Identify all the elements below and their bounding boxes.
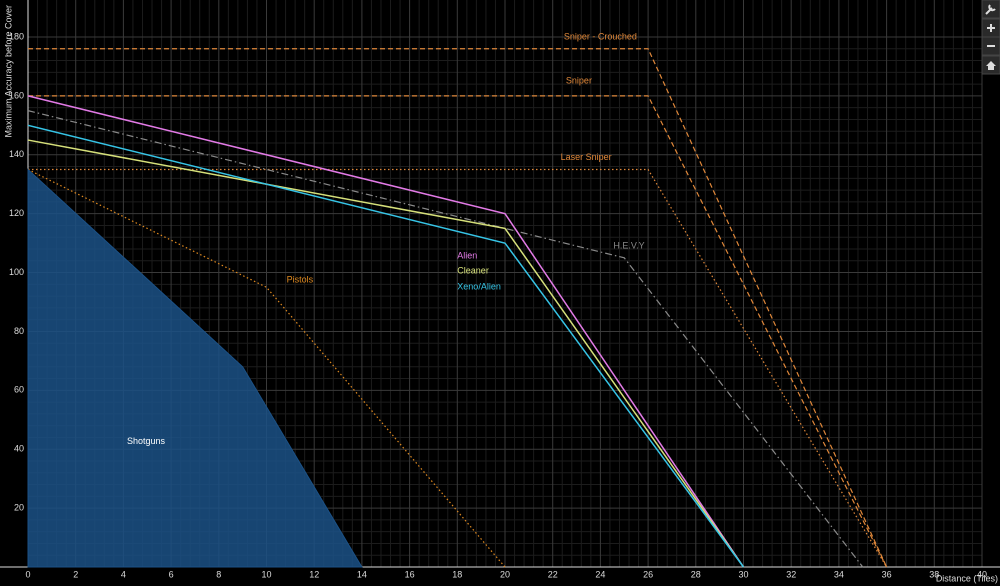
x-axis-title: Distance (Tiles) (936, 573, 998, 583)
x-tick-label: 8 (216, 569, 221, 579)
line (28, 168, 888, 568)
series-label: H.E.V.Y (613, 240, 644, 250)
series-label: Xeno/Alien (457, 282, 501, 292)
x-tick-label: 16 (405, 569, 415, 579)
y-tick-label: 140 (9, 149, 24, 159)
settings-button[interactable] (981, 0, 1000, 19)
y-tick-label: 20 (14, 502, 24, 512)
x-tick-label: 4 (121, 569, 126, 579)
toolbar (981, 0, 1000, 75)
plot: Sniper - Crouched Sniper Laser Sniper H.E.V… (27, 31, 888, 568)
x-tick-label: 40 (977, 569, 987, 579)
y-axis-title: Maximum Accuracy before Cover (3, 5, 13, 138)
line (27, 124, 745, 568)
x-tick-label: 30 (738, 569, 748, 579)
x-tick-label: 0 (25, 569, 30, 579)
x-tick-label: 38 (929, 569, 939, 579)
x-tick-label: 36 (882, 569, 892, 579)
line (28, 48, 888, 568)
x-tick-label: 12 (309, 569, 319, 579)
x-tick-label: 6 (169, 569, 174, 579)
y-tick-label: 80 (14, 326, 24, 336)
series-label: Pistols (287, 274, 314, 284)
y-tick-label: 40 (14, 444, 24, 454)
y-tick-label: 160 (9, 90, 24, 100)
series-label: Alien (457, 250, 477, 260)
line (27, 168, 506, 568)
line (28, 95, 888, 568)
y-tick-label: 100 (9, 267, 24, 277)
x-tick-label: 10 (261, 569, 271, 579)
line (27, 110, 864, 568)
x-tick-label: 20 (500, 569, 510, 579)
y-tick-label: 120 (9, 208, 24, 218)
y-tick-label: 180 (9, 31, 24, 41)
zoom-in-button[interactable] (981, 18, 1000, 38)
x-tick-label: 18 (452, 569, 462, 579)
series-label: Shotguns (127, 436, 166, 446)
y-tick-label: 60 (14, 385, 24, 395)
series-label: Sniper (566, 76, 592, 86)
line (27, 139, 745, 568)
x-tick-label: 24 (595, 569, 605, 579)
x-tick-label: 26 (643, 569, 653, 579)
series-label: Cleaner (457, 265, 489, 275)
area (27, 168, 363, 568)
home-button[interactable] (981, 55, 1000, 75)
x-tick-label: 32 (786, 569, 796, 579)
zoom-out-button[interactable] (981, 36, 1000, 56)
series-label: Sniper - Crouched (564, 31, 637, 41)
x-tick-label: 14 (357, 569, 367, 579)
x-tick-label: 34 (834, 569, 844, 579)
line (27, 95, 745, 568)
x-tick-label: 22 (548, 569, 558, 579)
series-label: Laser Sniper (561, 152, 612, 162)
x-tick-label: 2 (73, 569, 78, 579)
x-tick-label: 28 (691, 569, 701, 579)
